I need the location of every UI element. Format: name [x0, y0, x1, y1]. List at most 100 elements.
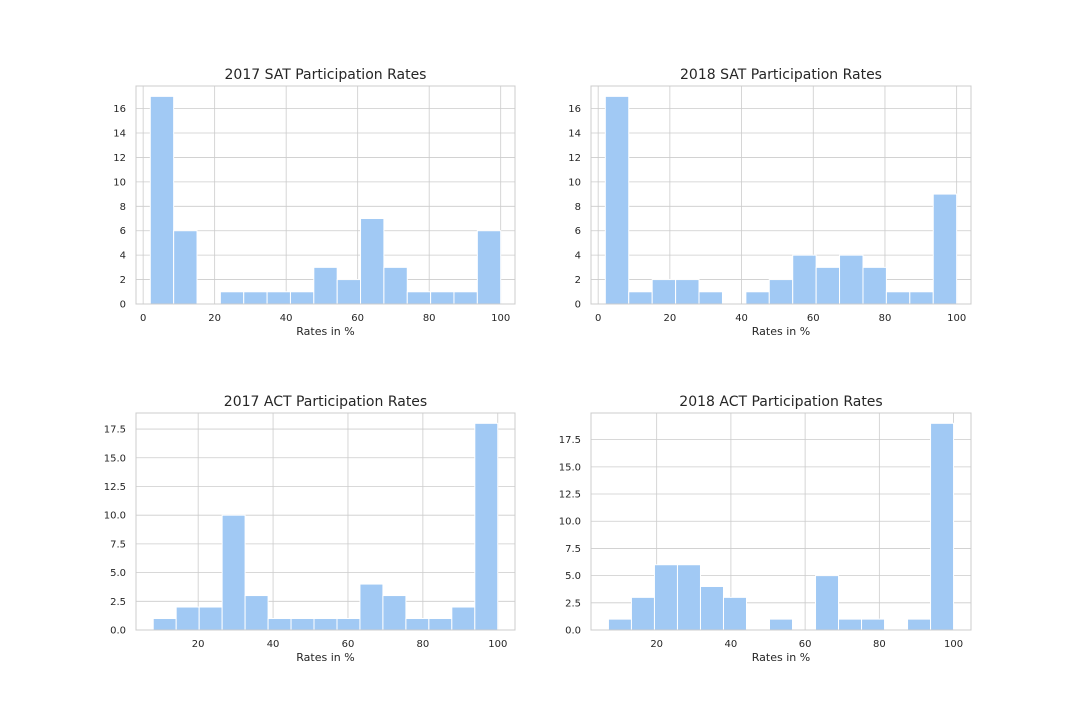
histogram-bar	[175, 606, 200, 631]
y-tick-label: 7.5	[565, 544, 581, 555]
y-tick-label: 10	[568, 177, 581, 188]
histogram-bar	[149, 95, 175, 305]
x-tick-label: 80	[879, 313, 892, 324]
y-tick-label: 10.0	[104, 511, 126, 522]
x-tick-label: 40	[280, 313, 293, 324]
axes-frame	[135, 85, 516, 305]
chart-panel-3: 0.0 2.5 5.0 7.5 10.0 12.5 15.0 17.5 20 40 60 80 100 2…	[104, 394, 516, 664]
x-tick-label: 100	[944, 639, 963, 650]
histogram-bar	[815, 266, 841, 305]
chart-title: 2017 ACT Participation Rates	[224, 394, 427, 410]
y-tick-label: 6	[575, 226, 581, 237]
histogram-bar	[698, 291, 723, 305]
histogram-bar	[266, 291, 291, 305]
y-tick-label: 12	[113, 153, 126, 164]
y-tick-label: 0	[120, 300, 126, 311]
histogram-bar	[152, 618, 177, 631]
histogram-bar	[336, 618, 361, 631]
histogram-bar	[722, 596, 747, 631]
histogram-bar	[628, 291, 653, 305]
x-tick-label: 20	[650, 639, 663, 650]
y-tick-label: 10.0	[559, 517, 581, 528]
histogram-bar	[838, 618, 863, 631]
histogram-bar	[476, 230, 502, 305]
axes-frame	[135, 412, 516, 631]
y-tick-label: 14	[113, 129, 126, 140]
histogram-bar	[675, 279, 700, 305]
histogram-bar	[862, 266, 887, 305]
y-tick-label: 10	[113, 177, 126, 188]
histogram-bar	[909, 291, 934, 305]
x-tick-label: 60	[351, 313, 364, 324]
x-axis-label: Rates in %	[752, 651, 810, 664]
y-tick-label: 0	[575, 300, 581, 311]
x-tick-label: 40	[725, 639, 738, 650]
y-tick-label: 2	[120, 275, 126, 286]
histogram-bar	[653, 564, 678, 631]
x-tick-label: 0	[595, 313, 601, 324]
x-tick-label: 60	[342, 639, 355, 650]
histogram-bar	[474, 422, 499, 631]
x-tick-label: 20	[192, 639, 205, 650]
y-tick-label: 4	[120, 251, 126, 262]
y-tick-label: 15.0	[559, 462, 581, 473]
y-tick-label: 6	[120, 226, 126, 237]
x-tick-label: 80	[417, 639, 430, 650]
y-tick-label: 2.5	[110, 597, 126, 608]
y-tick-label: 12.5	[559, 490, 581, 501]
y-tick-label: 16	[568, 104, 581, 115]
histogram-bar	[173, 230, 198, 305]
histogram-bar	[676, 564, 701, 631]
x-tick-label: 0	[140, 313, 146, 324]
y-tick-label: 5.0	[565, 571, 581, 582]
y-tick-label: 8	[120, 202, 126, 213]
x-tick-label: 100	[488, 639, 507, 650]
y-tick-label: 12	[568, 153, 581, 164]
histogram-bar	[313, 618, 338, 631]
y-tick-label: 8	[575, 202, 581, 213]
axes-frame	[590, 85, 972, 305]
histogram-bar	[405, 618, 430, 631]
x-tick-label: 80	[873, 639, 886, 650]
x-tick-label: 100	[491, 313, 510, 324]
x-tick-label: 20	[208, 313, 221, 324]
axes-frame	[590, 412, 972, 631]
histogram-bar	[932, 193, 958, 305]
y-tick-label: 15.0	[104, 453, 126, 464]
histogram-bar	[745, 291, 770, 305]
x-axis-label: Rates in %	[296, 325, 354, 338]
x-tick-label: 40	[267, 639, 280, 650]
histogram-bar	[382, 595, 407, 631]
histogram-bar	[815, 575, 840, 631]
histogram-bar	[604, 95, 630, 305]
histogram-bar	[198, 606, 223, 631]
histogram-bar	[451, 606, 476, 631]
y-tick-label: 0.0	[565, 626, 581, 637]
y-tick-label: 5.0	[110, 568, 126, 579]
x-tick-label: 60	[807, 313, 820, 324]
y-tick-label: 14	[568, 129, 581, 140]
histogram-bar	[630, 596, 655, 631]
histogram-bar	[839, 254, 864, 305]
histogram-bar	[453, 291, 478, 305]
histogram-bar	[930, 422, 955, 631]
histogram-bar	[430, 291, 455, 305]
chart-panel-2: 0 2 4 6 8 10 12 14 16 0 20 40 60 80 100 2018 SAT Partic…	[568, 67, 972, 338]
y-tick-label: 4	[575, 251, 581, 262]
histogram-bar	[221, 514, 246, 631]
histogram-bar	[244, 595, 269, 631]
histogram-bar	[313, 266, 338, 305]
histogram-bar	[607, 618, 632, 631]
histogram-bar	[383, 266, 408, 305]
y-tick-label: 17.5	[559, 435, 581, 446]
y-tick-label: 0.0	[110, 626, 126, 637]
x-tick-label: 20	[664, 313, 677, 324]
histogram-bar	[428, 618, 453, 631]
y-tick-label: 16	[113, 104, 126, 115]
histogram-bar	[651, 279, 677, 305]
x-tick-label: 80	[423, 313, 436, 324]
y-tick-label: 12.5	[104, 482, 126, 493]
y-tick-label: 17.5	[104, 425, 126, 436]
y-tick-label: 7.5	[110, 539, 126, 550]
